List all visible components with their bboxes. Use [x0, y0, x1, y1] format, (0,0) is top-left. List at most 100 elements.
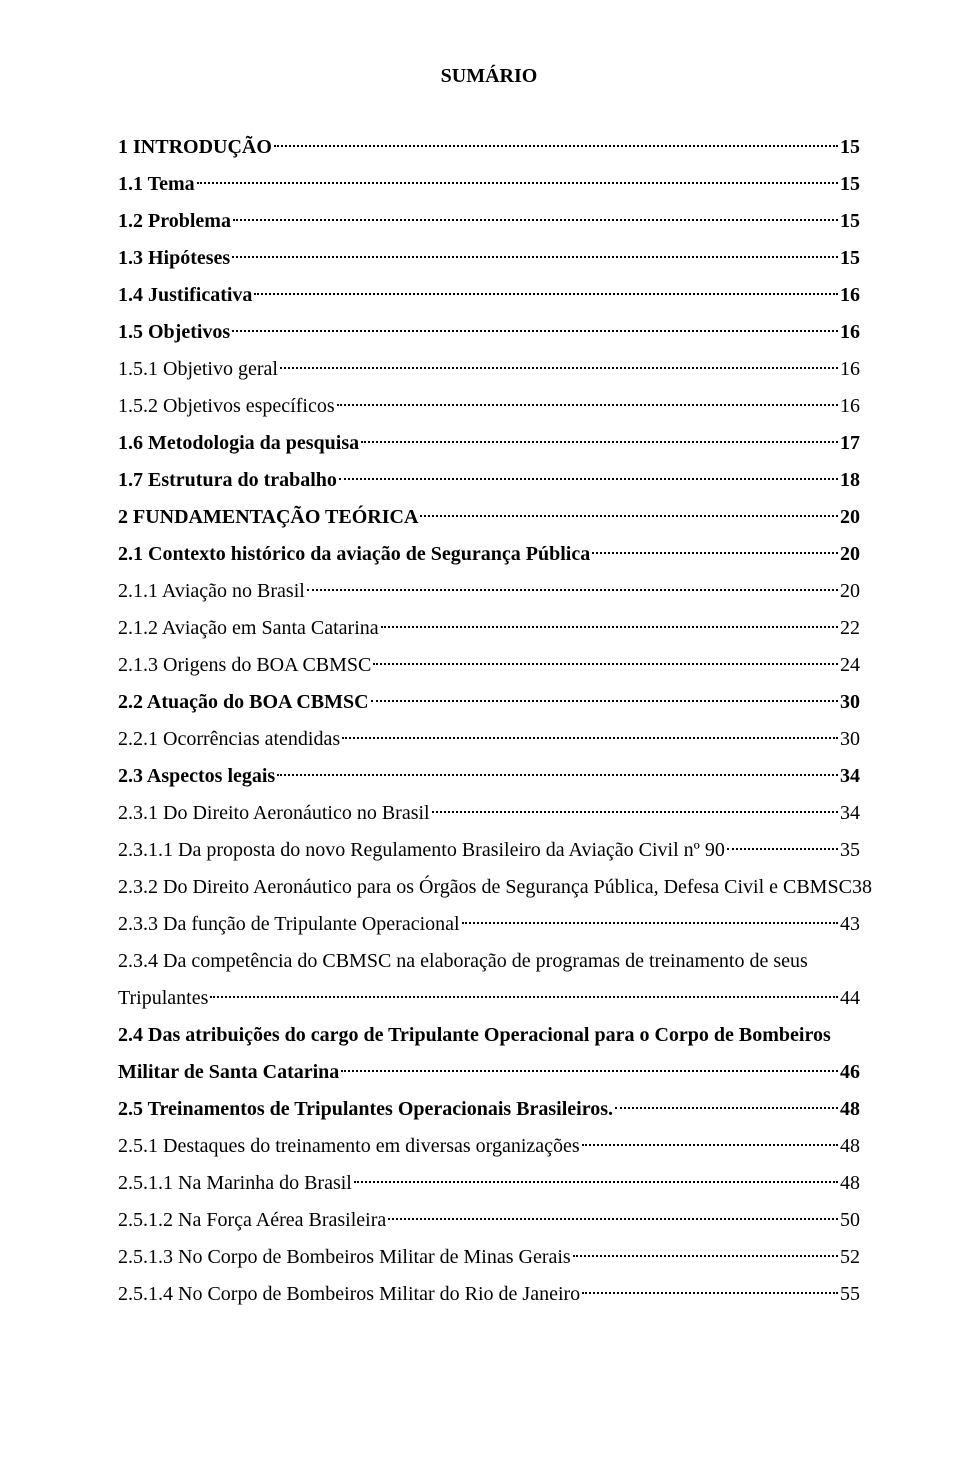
toc-entry-page: 48	[840, 1165, 860, 1202]
toc-entry-label: 1.2 Problema	[118, 203, 231, 240]
toc-entry-label: 2.1.3 Origens do BOA CBMSC	[118, 647, 371, 684]
toc-entry-label: 2.5.1 Destaques do treinamento em divers…	[118, 1128, 580, 1165]
toc-entry-page: 30	[840, 684, 860, 721]
page-title: SUMÁRIO	[118, 58, 860, 95]
toc-entry-page: 44	[840, 980, 860, 1017]
toc-entry-label: 1.6 Metodologia da pesquisa	[118, 425, 359, 462]
toc-entry: 2.2 Atuação do BOA CBMSC 30	[118, 684, 860, 721]
toc-entry: Tripulantes 44	[118, 980, 860, 1017]
toc-entry: 1.1 Tema 15	[118, 166, 860, 203]
toc-entry-label: 2.5 Treinamentos de Tripulantes Operacio…	[118, 1091, 613, 1128]
toc-entry-label: 2 FUNDAMENTAÇÃO TEÓRICA	[118, 499, 418, 536]
toc-leader-dots	[727, 836, 838, 856]
toc-entry-page: 16	[840, 277, 860, 314]
toc-entry: 1.3 Hipóteses 15	[118, 240, 860, 277]
toc-entry: 2.1.2 Aviação em Santa Catarina22	[118, 610, 860, 647]
toc-leader-dots	[381, 614, 838, 634]
toc-entry: 1.6 Metodologia da pesquisa 17	[118, 425, 860, 462]
toc-entry-label: 2.5.1.3 No Corpo de Bombeiros Militar de…	[118, 1239, 571, 1276]
toc-leader-dots	[432, 799, 838, 819]
toc-entry-label: 1.5.1 Objetivo geral	[118, 351, 278, 388]
toc-entry: 2.1 Contexto histórico da aviação de Seg…	[118, 536, 860, 573]
toc-leader-dots	[232, 244, 838, 264]
toc-entry-label: 1.3 Hipóteses	[118, 240, 230, 277]
toc-entry: 2.1.3 Origens do BOA CBMSC 24	[118, 647, 860, 684]
toc-entry-page: 43	[840, 906, 860, 943]
toc-entry: 1.7 Estrutura do trabalho 18	[118, 462, 860, 499]
toc-entry-label: 1.1 Tema	[118, 166, 195, 203]
toc-entry: 1.2 Problema15	[118, 203, 860, 240]
toc-leader-dots	[339, 466, 838, 486]
toc-entry-label: 2.3.2 Do Direito Aeronáutico para os Órg…	[118, 869, 852, 906]
toc-entry-page: 16	[840, 314, 860, 351]
toc-entry-page: 20	[840, 536, 860, 573]
toc-container: 1 INTRODUÇÃO151.1 Tema151.2 Problema151.…	[118, 129, 860, 1313]
toc-leader-dots	[210, 984, 838, 1004]
toc-entry-label: 2.3.3 Da função de Tripulante Operaciona…	[118, 906, 460, 943]
toc-entry-page: 30	[840, 721, 860, 758]
toc-entry: 2.5 Treinamentos de Tripulantes Operacio…	[118, 1091, 860, 1128]
toc-entry-label: 1.5 Objetivos	[118, 314, 230, 351]
toc-leader-dots	[592, 540, 838, 560]
toc-entry-label: 2.2 Atuação do BOA CBMSC	[118, 684, 369, 721]
toc-leader-dots	[420, 503, 838, 523]
toc-entry-label: Militar de Santa Catarina	[118, 1054, 339, 1091]
toc-entry-page: 24	[840, 647, 860, 684]
toc-entry-label: 1.4 Justificativa	[118, 277, 252, 314]
toc-leader-dots	[615, 1095, 838, 1115]
toc-leader-dots	[277, 762, 838, 782]
toc-entry-page: 15	[840, 129, 860, 166]
toc-leader-dots	[573, 1243, 838, 1263]
toc-entry-label: Tripulantes	[118, 980, 208, 1017]
toc-entry: 2.5.1.2 Na Força Aérea Brasileira 50	[118, 1202, 860, 1239]
toc-leader-dots	[254, 281, 838, 301]
toc-leader-dots	[341, 1058, 838, 1078]
toc-entry-page: 18	[840, 462, 860, 499]
toc-entry: 2.5.1.1 Na Marinha do Brasil 48	[118, 1165, 860, 1202]
toc-entry-page: 50	[840, 1202, 860, 1239]
toc-entry-page: 20	[840, 499, 860, 536]
toc-entry: 1.4 Justificativa 16	[118, 277, 860, 314]
toc-leader-dots	[232, 318, 838, 338]
toc-entry-page: 34	[840, 758, 860, 795]
toc-entry: 1.5 Objetivos 16	[118, 314, 860, 351]
toc-entry-page: 35	[840, 832, 860, 869]
toc-entry-page: 15	[840, 166, 860, 203]
toc-entry: 2.3.2 Do Direito Aeronáutico para os Órg…	[118, 869, 860, 906]
toc-leader-dots	[342, 725, 838, 745]
toc-entry-page: 17	[840, 425, 860, 462]
toc-entry: 2.3.1.1 Da proposta do novo Regulamento …	[118, 832, 860, 869]
toc-entry-page: 55	[840, 1276, 860, 1313]
toc-entry: 2.1.1 Aviação no Brasil20	[118, 573, 860, 610]
toc-entry-wrap: 2.4 Das atribuições do cargo de Tripulan…	[118, 1017, 860, 1054]
toc-entry: 2.3.1 Do Direito Aeronáutico no Brasil34	[118, 795, 860, 832]
toc-leader-dots	[197, 170, 838, 190]
toc-leader-dots	[337, 392, 838, 412]
toc-leader-dots	[274, 133, 838, 153]
toc-entry-wrap: 2.3.4 Da competência do CBMSC na elabora…	[118, 943, 860, 980]
toc-entry-label: 1.7 Estrutura do trabalho	[118, 462, 337, 499]
toc-entry: 2.3 Aspectos legais 34	[118, 758, 860, 795]
toc-entry-label: 2.3.1.1 Da proposta do novo Regulamento …	[118, 832, 725, 869]
toc-entry: 2.5.1 Destaques do treinamento em divers…	[118, 1128, 860, 1165]
toc-page: SUMÁRIO 1 INTRODUÇÃO151.1 Tema151.2 Prob…	[0, 0, 960, 1474]
toc-leader-dots	[307, 577, 838, 597]
toc-entry-label: 2.3.1 Do Direito Aeronáutico no Brasil	[118, 795, 430, 832]
toc-leader-dots	[280, 355, 838, 375]
toc-entry: 2 FUNDAMENTAÇÃO TEÓRICA 20	[118, 499, 860, 536]
toc-entry-label: 2.5.1.2 Na Força Aérea Brasileira	[118, 1202, 386, 1239]
toc-entry-page: 48	[840, 1091, 860, 1128]
toc-entry-label: 1 INTRODUÇÃO	[118, 129, 272, 166]
toc-leader-dots	[373, 651, 838, 671]
toc-entry-page: 16	[840, 351, 860, 388]
toc-entry-label: 2.2.1 Ocorrências atendidas	[118, 721, 340, 758]
toc-entry-page: 15	[840, 240, 860, 277]
toc-entry-label: 2.3 Aspectos legais	[118, 758, 275, 795]
toc-entry-label: 1.5.2 Objetivos específicos	[118, 388, 335, 425]
toc-entry-page: 16	[840, 388, 860, 425]
toc-entry-label: 2.5.1.1 Na Marinha do Brasil	[118, 1165, 352, 1202]
toc-entry: Militar de Santa Catarina 46	[118, 1054, 860, 1091]
toc-entry: 2.2.1 Ocorrências atendidas 30	[118, 721, 860, 758]
toc-entry-page: 46	[840, 1054, 860, 1091]
toc-entry: 1 INTRODUÇÃO 15	[118, 129, 860, 166]
